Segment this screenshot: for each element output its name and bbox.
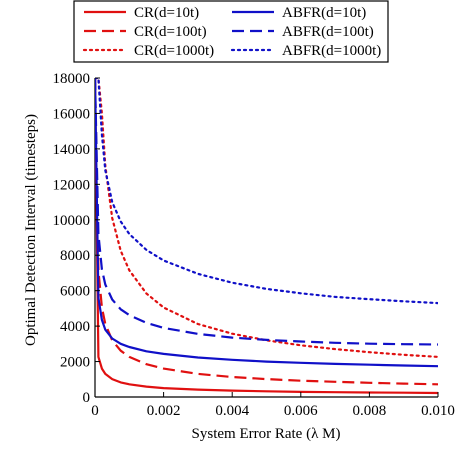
y-tick-label: 16000 [53,106,91,122]
series-line-2 [95,78,438,386]
y-tick-label: 2000 [60,355,90,371]
legend-label: ABFR(d=100t) [282,24,374,40]
y-tick-label: 18000 [53,71,91,87]
y-tick-label: 12000 [53,177,91,193]
y-axis-label: Optimal Detection Interval (timesteps) [23,114,39,346]
series-layer [95,78,438,395]
series-line-3 [95,78,438,358]
x-tick-label: 0.010 [421,403,455,419]
legend-label: CR(d=100t) [134,24,207,40]
x-tick-label: 0 [91,403,99,419]
y-tick-label: 4000 [60,319,90,335]
y-tick-label: 10000 [53,213,91,229]
y-tick-label: 0 [83,390,91,406]
x-axis-label: System Error Rate (λ M) [192,426,341,442]
y-tick-label: 6000 [60,284,90,300]
x-tick-label: 0.002 [147,403,181,419]
series-line-5 [95,78,438,346]
y-tick-label: 14000 [53,142,91,158]
legend-label: CR(d=1000t) [134,43,214,59]
series-line-4 [95,78,438,368]
legend-label: ABFR(d=1000t) [282,43,381,59]
axis-ticks: 0 0.002 0.004 0.006 0.008 0.010 0 2000 4000 6000 8… [53,71,455,419]
y-tick-label: 8000 [60,248,90,264]
legend-box [73,0,389,63]
x-tick-label: 0.006 [284,403,318,419]
legend-label: ABFR(d=10t) [282,5,366,21]
x-tick-label: 0.004 [215,403,249,419]
series-line-1 [95,78,438,395]
legend: CR(d=10t) CR(d=100t) CR(d=1000t) ABFR(d=10t… [73,0,389,63]
series-line-6 [95,78,438,305]
plot-axes [94,78,438,398]
legend-label: CR(d=10t) [134,5,199,21]
x-tick-label: 0.008 [353,403,387,419]
